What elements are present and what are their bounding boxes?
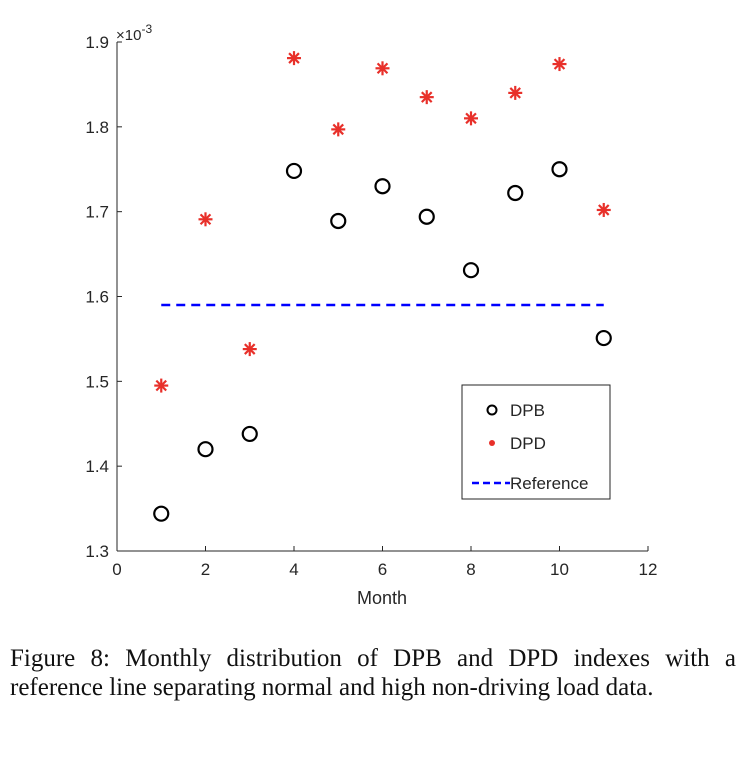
asterisk-stroke (598, 204, 610, 216)
dpb-point (418, 208, 435, 225)
x-tick-labels: 0 2 4 6 8 10 12 (112, 560, 657, 579)
x-tick-label: 2 (201, 560, 210, 579)
x-tick-label: 12 (639, 560, 658, 579)
x-tick-label: 10 (550, 560, 569, 579)
y-tick-labels: 1.3 1.4 1.5 1.6 1.7 1.8 1.9 (85, 33, 109, 561)
asterisk-stroke (509, 87, 521, 99)
dpd-point (464, 111, 478, 126)
dpb-point (507, 184, 524, 202)
legend: DPB DPD Reference (461, 384, 611, 500)
x-tick-label: 0 (112, 560, 121, 579)
x-tick-label: 6 (378, 560, 387, 579)
x-axis-label: Month (357, 588, 407, 608)
dpb-point (197, 441, 214, 458)
asterisk-stroke (376, 62, 389, 75)
asterisk-stroke (288, 52, 300, 64)
x-tick-label: 8 (466, 560, 475, 579)
y-tick-label: 1.4 (85, 457, 109, 476)
y-multiplier-exponent: -3 (141, 22, 152, 36)
asterisk-stroke (155, 379, 167, 392)
y-tick-label: 1.7 (85, 203, 109, 222)
legend-label: DPD (510, 434, 546, 453)
y-tick-label: 1.8 (85, 118, 109, 137)
y-axis-multiplier: ×10-3 (116, 22, 152, 44)
asterisk-stroke (421, 91, 433, 103)
dpb-point (285, 162, 303, 180)
dpb-point (462, 262, 480, 279)
dpd-series (154, 51, 611, 393)
legend-dpd-marker (489, 440, 495, 446)
dpb-point (153, 505, 170, 522)
asterisk-stroke (244, 343, 256, 355)
dpd-point (419, 90, 434, 105)
dpd-point (552, 57, 567, 72)
dpb-point (551, 161, 568, 178)
axes (116, 41, 649, 552)
dpd-point (242, 342, 257, 357)
dpb-series (153, 161, 612, 522)
legend-label: Reference (510, 474, 588, 493)
dpb-point (241, 425, 258, 443)
dpd-point (508, 85, 523, 100)
x-tick-label: 4 (289, 560, 298, 579)
figure-caption: Figure 8: Monthly distribution of DPB an… (10, 645, 736, 701)
dpb-point (595, 329, 612, 347)
legend-dpb-marker (486, 404, 498, 416)
dpd-point (331, 122, 346, 137)
scatter-chart: 0 2 4 6 8 10 12 1.3 1.4 1.5 1.6 1.7 1.8 1.9 Month ×1… (85, 22, 657, 608)
y-tick-label: 1.3 (85, 542, 109, 561)
asterisk-stroke (332, 123, 344, 136)
dpd-point (287, 51, 301, 66)
dpb-point (374, 178, 391, 195)
legend-box (461, 384, 611, 500)
asterisk-stroke (199, 213, 212, 226)
dpb-point (330, 212, 347, 230)
y-tick-label: 1.5 (85, 372, 109, 391)
asterisk-stroke (465, 112, 477, 125)
dpd-point (596, 202, 611, 217)
dpd-point (198, 212, 213, 227)
legend-label: DPB (510, 401, 545, 420)
y-tick-label: 1.9 (85, 33, 109, 52)
y-tick-label: 1.6 (85, 288, 109, 307)
dpd-point (375, 61, 390, 76)
dpd-point (154, 378, 169, 393)
asterisk-stroke (553, 58, 566, 70)
y-multiplier-base: ×10 (116, 27, 141, 44)
